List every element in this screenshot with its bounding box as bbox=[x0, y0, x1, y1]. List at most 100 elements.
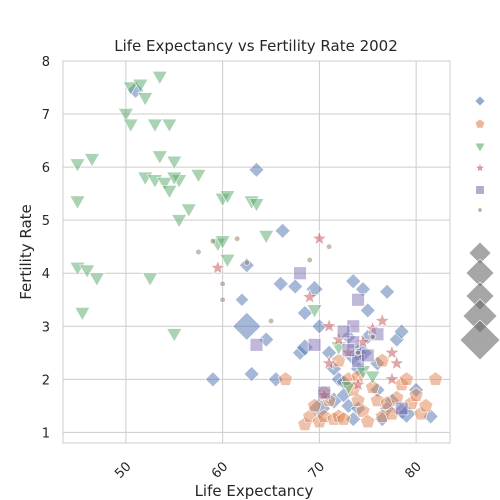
data-point bbox=[219, 296, 226, 303]
data-point bbox=[311, 230, 328, 246]
data-point bbox=[166, 155, 183, 170]
data-point bbox=[84, 153, 101, 168]
data-point bbox=[161, 185, 178, 200]
data-point bbox=[355, 349, 362, 356]
data-point bbox=[209, 259, 226, 275]
data-point bbox=[122, 81, 139, 96]
data-point bbox=[249, 338, 264, 352]
data-point bbox=[232, 311, 262, 341]
data-point bbox=[365, 379, 381, 394]
data-point bbox=[364, 370, 381, 385]
data-point bbox=[360, 413, 376, 429]
data-point bbox=[205, 371, 221, 388]
x-axis-label: Life Expectancy bbox=[195, 482, 314, 500]
data-point bbox=[137, 92, 154, 107]
data-point bbox=[234, 292, 250, 307]
data-point bbox=[79, 264, 96, 279]
y-tick-label: 7 bbox=[42, 108, 50, 123]
x-tick-label: 70 bbox=[306, 459, 328, 481]
data-point bbox=[69, 195, 86, 210]
plot-frame bbox=[62, 60, 451, 444]
data-point bbox=[336, 411, 352, 426]
data-point bbox=[383, 344, 400, 360]
data-point bbox=[355, 403, 371, 418]
data-points bbox=[69, 70, 443, 431]
data-point bbox=[166, 328, 183, 343]
data-point bbox=[306, 304, 323, 319]
data-point bbox=[166, 171, 183, 186]
legend-marker bbox=[475, 185, 485, 195]
data-point bbox=[132, 78, 149, 93]
data-point bbox=[219, 254, 236, 269]
data-point bbox=[351, 293, 365, 307]
data-point bbox=[171, 214, 188, 229]
data-point bbox=[379, 283, 396, 300]
data-point bbox=[388, 355, 405, 371]
y-tick-label: 4 bbox=[42, 267, 50, 282]
y-tick-label: 2 bbox=[42, 373, 50, 388]
data-point bbox=[258, 230, 275, 245]
data-point bbox=[146, 118, 163, 133]
y-tick-label: 8 bbox=[42, 55, 50, 70]
y-tick-label: 3 bbox=[42, 320, 50, 335]
data-point bbox=[383, 370, 400, 387]
data-point bbox=[195, 248, 202, 256]
data-point bbox=[278, 371, 294, 386]
data-point bbox=[361, 348, 375, 363]
data-point bbox=[272, 275, 289, 292]
data-point bbox=[350, 392, 366, 407]
data-point bbox=[394, 401, 409, 416]
data-point bbox=[317, 385, 331, 400]
data-point bbox=[190, 169, 207, 184]
data-point bbox=[393, 323, 410, 340]
y-tick-label: 6 bbox=[42, 161, 50, 176]
data-point bbox=[340, 381, 357, 396]
chart-title: Life Expectancy vs Fertility Rate 2002 bbox=[114, 37, 398, 55]
data-point bbox=[428, 371, 443, 386]
data-point bbox=[234, 235, 241, 242]
data-point bbox=[321, 355, 338, 371]
y-tick-label: 5 bbox=[42, 214, 50, 229]
plot-background bbox=[63, 61, 450, 443]
data-point bbox=[350, 376, 367, 392]
data-point bbox=[306, 256, 313, 264]
data-point bbox=[142, 272, 159, 287]
data-point bbox=[296, 305, 313, 321]
legend bbox=[459, 95, 500, 361]
data-point bbox=[293, 266, 307, 280]
data-point bbox=[219, 280, 226, 287]
data-point bbox=[301, 288, 318, 304]
data-point bbox=[117, 108, 134, 123]
data-point bbox=[248, 161, 265, 178]
data-point bbox=[156, 177, 173, 192]
x-tick-label: 60 bbox=[209, 459, 231, 481]
size-legend-marker bbox=[459, 319, 500, 361]
data-point bbox=[374, 312, 391, 328]
data-point bbox=[74, 307, 91, 322]
data-point bbox=[321, 317, 337, 333]
data-point bbox=[326, 243, 333, 250]
data-point bbox=[418, 398, 434, 413]
data-point bbox=[88, 272, 105, 287]
y-tick-label: 1 bbox=[42, 426, 50, 441]
legend-marker bbox=[474, 142, 486, 153]
data-point bbox=[122, 118, 139, 133]
data-point bbox=[267, 317, 275, 325]
x-tick-label: 80 bbox=[403, 459, 425, 481]
data-point bbox=[214, 235, 231, 250]
legend-marker bbox=[474, 118, 486, 129]
data-point bbox=[209, 238, 217, 245]
data-point bbox=[180, 203, 197, 218]
data-point bbox=[359, 302, 376, 319]
x-tick-label: 50 bbox=[112, 459, 134, 481]
legend-marker bbox=[477, 207, 483, 213]
data-point bbox=[151, 70, 168, 86]
legend-marker bbox=[474, 162, 486, 173]
data-point bbox=[336, 324, 351, 339]
data-point bbox=[219, 190, 236, 205]
data-point bbox=[307, 398, 323, 413]
data-point bbox=[369, 333, 376, 340]
data-point bbox=[307, 338, 322, 352]
y-axis-label: Fertility Rate bbox=[17, 204, 35, 300]
